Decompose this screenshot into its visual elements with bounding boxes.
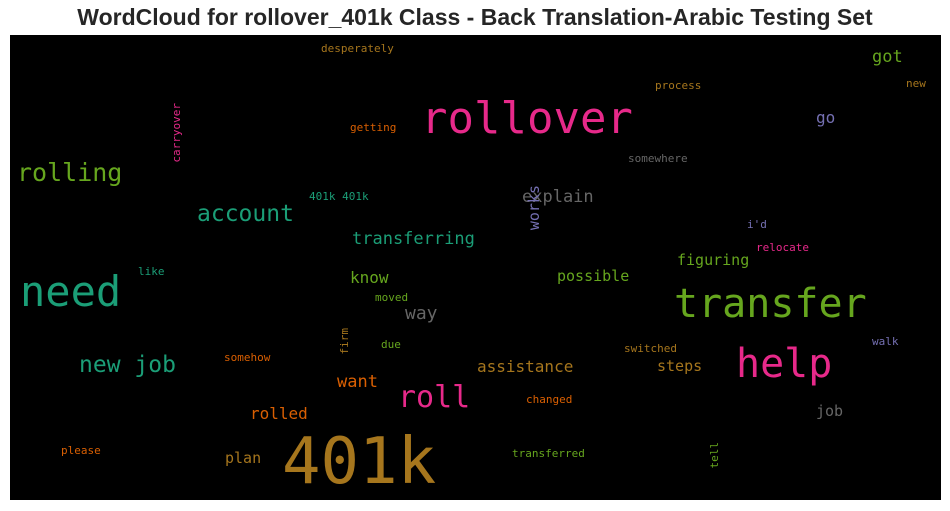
- word-transfer: transfer: [674, 281, 867, 327]
- word-need: need: [20, 267, 121, 316]
- word-somewhere: somewhere: [628, 152, 688, 165]
- word-walk: walk: [872, 335, 899, 348]
- word-moved: moved: [375, 291, 408, 304]
- word-steps: steps: [657, 357, 702, 375]
- word-changed: changed: [526, 393, 572, 406]
- word-rollover: rollover: [421, 93, 633, 144]
- word-works: works: [525, 185, 543, 230]
- word-switched: switched: [624, 342, 677, 355]
- word-tell: tell: [708, 442, 721, 469]
- word-assistance: assistance: [477, 357, 573, 376]
- word-want: want: [337, 372, 378, 392]
- word-process: process: [655, 79, 701, 92]
- word-figuring: figuring: [677, 251, 749, 269]
- word-go: go: [816, 108, 835, 127]
- word-job: job: [816, 402, 843, 420]
- word-desperately: desperately: [321, 42, 394, 55]
- word-due: due: [381, 338, 401, 351]
- word-transferred: transferred: [512, 447, 585, 460]
- word-i-d: i'd: [747, 218, 767, 231]
- word-carryover: carryover: [170, 103, 183, 163]
- word-rolled: rolled: [250, 404, 308, 423]
- word-please: please: [61, 444, 101, 457]
- word-like: like: [138, 265, 165, 278]
- word-getting: getting: [350, 121, 396, 134]
- word-401k-401k: 401k 401k: [309, 190, 369, 203]
- word-somehow: somehow: [224, 351, 271, 364]
- word-account: account: [197, 201, 294, 227]
- word-new-job: new job: [79, 352, 176, 378]
- word-know: know: [350, 268, 389, 287]
- wordcloud-svg: 401k rollover transfer need help roll rolling n…: [17, 42, 926, 499]
- word-relocate: relocate: [756, 241, 809, 254]
- word-new: new: [906, 77, 926, 90]
- word-rolling: rolling: [17, 158, 122, 187]
- word-plan: plan: [225, 449, 261, 467]
- word-possible: possible: [557, 267, 629, 285]
- word-got: got: [872, 47, 903, 67]
- word-explain: explain: [522, 187, 594, 207]
- word-401k: 401k: [282, 425, 436, 499]
- word-help: help: [736, 341, 832, 387]
- chart-title: WordCloud for rollover_401k Class - Back…: [77, 4, 873, 30]
- word-transferring: transferring: [352, 229, 475, 249]
- word-way: way: [405, 303, 438, 324]
- word-roll: roll: [398, 380, 470, 415]
- word-firm: firm: [338, 328, 351, 355]
- wordcloud-canvas: 401k rollover transfer need help roll rolling n…: [10, 35, 941, 500]
